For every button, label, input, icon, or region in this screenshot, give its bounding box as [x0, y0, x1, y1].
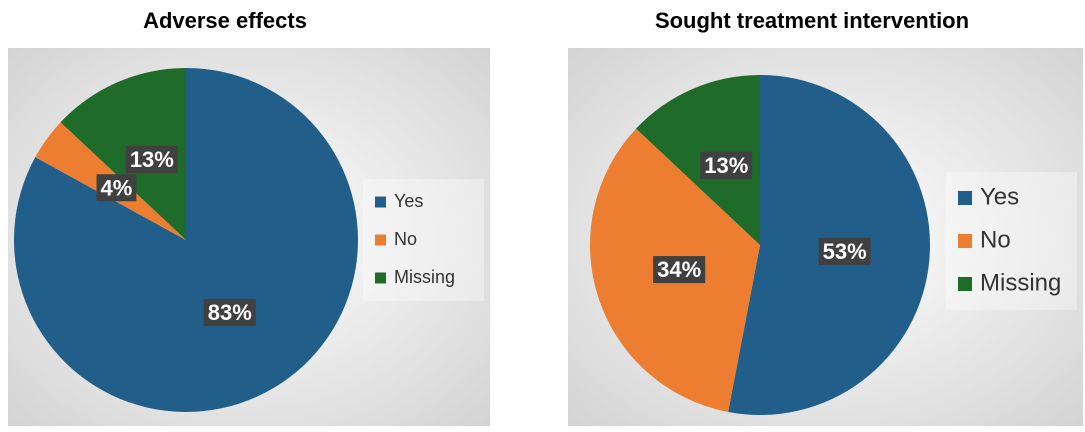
- data-label-box: [700, 151, 753, 179]
- data-label-box: [96, 174, 137, 202]
- legend-label: Yes: [980, 183, 1019, 210]
- data-label: 83%: [208, 300, 252, 325]
- data-label: 13%: [130, 147, 174, 172]
- chart-title: Adverse effects: [143, 8, 307, 33]
- legend-label: Missing: [980, 269, 1061, 296]
- data-label: 53%: [823, 239, 867, 264]
- legend-marker: [375, 234, 386, 246]
- legend-marker: [958, 277, 972, 291]
- pie-slice: [60, 68, 186, 240]
- data-label-box: [653, 256, 706, 284]
- legend-label: Yes: [394, 191, 423, 211]
- data-label-box: [203, 298, 256, 326]
- legend-label: No: [394, 229, 417, 249]
- data-label: 13%: [704, 153, 748, 178]
- pie-slice: [13, 68, 358, 412]
- legend-marker: [375, 196, 386, 208]
- legend-marker: [958, 234, 972, 248]
- data-label-box: [125, 145, 178, 173]
- data-label: 34%: [657, 257, 701, 282]
- legend-label: No: [980, 226, 1011, 253]
- legend-marker: [958, 191, 972, 205]
- legend-label: Missing: [394, 267, 455, 287]
- chart-title: Sought treatment intervention: [655, 8, 969, 33]
- data-label: 4%: [101, 175, 133, 200]
- legend-marker: [375, 272, 386, 284]
- data-label-box: [818, 237, 871, 265]
- pie-slice: [636, 75, 760, 245]
